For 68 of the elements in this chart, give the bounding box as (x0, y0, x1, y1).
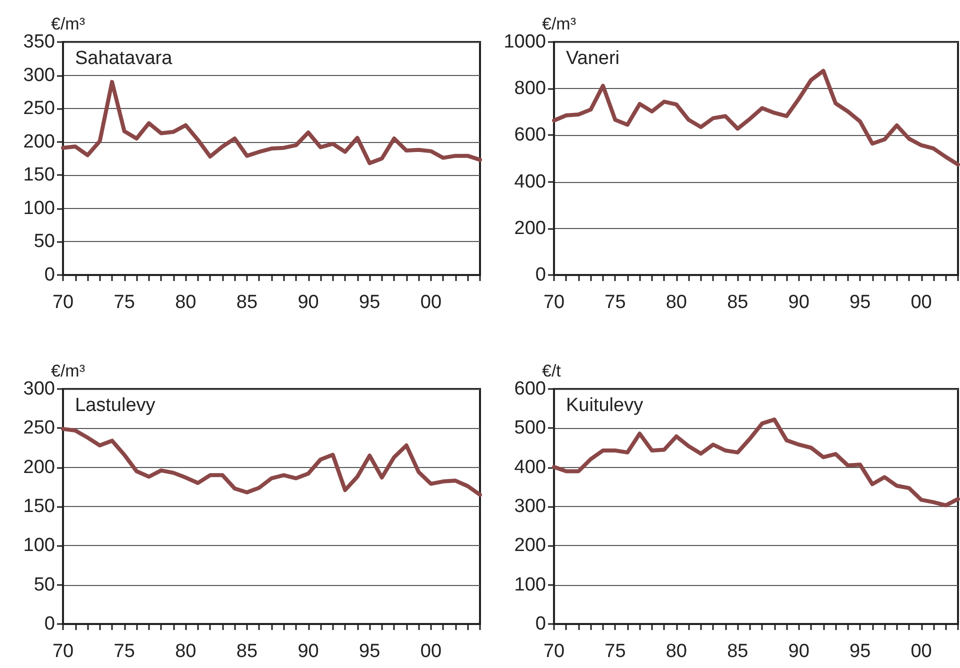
y-tick-label: 350 (23, 32, 55, 52)
x-tick-label: 90 (298, 292, 319, 313)
y-tick-label: 0 (535, 614, 546, 634)
y-tick-label: 50 (34, 231, 55, 252)
y-tick-label: 0 (44, 264, 55, 286)
y-tick-label: 400 (514, 456, 546, 478)
x-tick-label: 70 (543, 641, 565, 662)
x-tick-label: 70 (52, 641, 74, 662)
y-axis-title: €/m³ (51, 362, 86, 381)
x-tick-label: 80 (175, 641, 196, 662)
y-tick-label: 300 (514, 496, 546, 517)
y-tick-label: 200 (23, 131, 55, 152)
x-tick-label: 80 (666, 641, 687, 662)
y-tick-label: 400 (514, 171, 546, 192)
x-tick-label: 85 (727, 641, 748, 662)
y-tick-label: 200 (23, 456, 55, 478)
x-tick-label: 95 (359, 641, 380, 662)
line-series (552, 68, 960, 167)
y-tick-label: 100 (514, 574, 546, 596)
y-tick-label: 200 (514, 535, 546, 556)
x-tick-label: 90 (788, 292, 810, 313)
x-tick-label: 75 (604, 292, 626, 313)
x-tick-label: 85 (236, 292, 258, 313)
y-axis-title: €/t (542, 362, 562, 381)
x-tick-label: 85 (236, 641, 258, 662)
y-tick-label: 100 (23, 198, 55, 219)
x-tick-label: 75 (114, 641, 135, 662)
x-tick-label: 80 (666, 292, 687, 313)
x-tick-label: 80 (175, 292, 196, 313)
y-tick-label: 600 (514, 378, 546, 400)
y-tick-label: 300 (23, 378, 55, 400)
x-tick-label: 00 (910, 292, 932, 313)
y-axis-title: €/m³ (51, 14, 86, 34)
chart-title: Lastulevy (75, 395, 156, 416)
x-tick-label: 70 (52, 292, 74, 313)
x-tick-label: 95 (849, 292, 871, 313)
x-tick-label: 95 (849, 641, 871, 662)
line-series (552, 418, 960, 508)
x-tick-label: 90 (298, 641, 319, 662)
y-tick-label: 1000 (504, 32, 546, 52)
chart-title: Kuitulevy (566, 395, 644, 416)
x-tick-label: 00 (420, 641, 442, 662)
y-axis-title: €/m³ (542, 14, 576, 34)
x-tick-label: 00 (910, 641, 932, 662)
y-tick-label: 250 (23, 418, 55, 439)
y-tick-label: 500 (514, 418, 546, 439)
line-series (61, 426, 482, 497)
chart-title: Sahatavara (75, 48, 173, 69)
y-tick-label: 150 (23, 164, 55, 186)
y-tick-label: 200 (514, 218, 546, 239)
x-tick-label: 75 (604, 641, 626, 662)
y-tick-label: 800 (514, 78, 546, 100)
y-tick-label: 300 (23, 64, 55, 86)
x-tick-label: 75 (114, 292, 135, 313)
y-tick-label: 250 (23, 98, 55, 120)
y-tick-label: 0 (535, 264, 546, 286)
y-tick-label: 150 (23, 496, 55, 517)
line-series (61, 80, 482, 166)
chart-title: Vaneri (566, 48, 620, 69)
y-tick-label: 50 (34, 574, 55, 596)
x-tick-label: 70 (543, 292, 565, 313)
y-tick-label: 600 (514, 124, 546, 146)
x-tick-label: 90 (788, 641, 810, 662)
y-tick-label: 100 (23, 535, 55, 556)
x-tick-label: 95 (359, 292, 380, 313)
y-tick-label: 0 (44, 614, 55, 634)
x-tick-label: 00 (420, 292, 442, 313)
x-tick-label: 85 (727, 292, 748, 313)
